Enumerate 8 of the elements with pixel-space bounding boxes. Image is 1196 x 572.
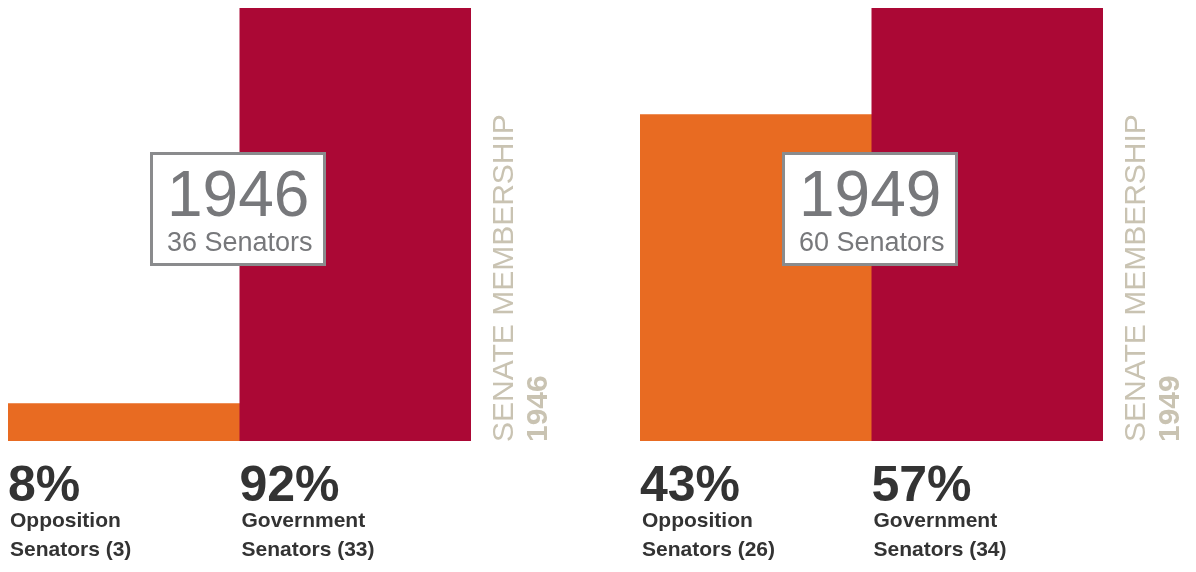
- text: SENATE MEMBERSHIP: [1118, 113, 1152, 442]
- text: 60 Senators: [799, 227, 946, 257]
- text: 1946: [167, 158, 311, 230]
- text: 1949: [799, 158, 943, 230]
- text: 1946: [520, 374, 554, 442]
- text: 1949: [1152, 374, 1186, 442]
- text: 36 Senators: [167, 227, 314, 257]
- text: SENATE MEMBERSHIP: [486, 113, 520, 442]
